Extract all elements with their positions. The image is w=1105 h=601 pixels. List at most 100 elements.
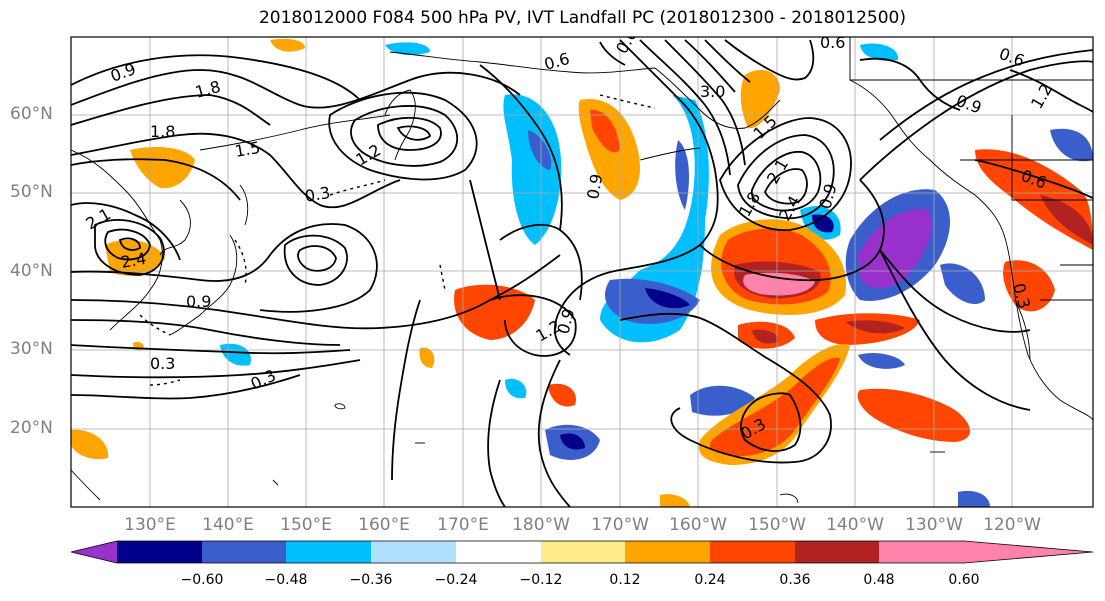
- colorbar-segment: [456, 541, 541, 563]
- anomaly-region: [858, 353, 905, 369]
- contour-label: 0.6: [542, 49, 572, 74]
- contour-line: [704, 39, 751, 83]
- contour-line: [71, 374, 301, 400]
- anomaly-region: [1050, 128, 1093, 162]
- colorbar-segment: [879, 541, 964, 563]
- longitude-label: 170°W: [591, 515, 649, 535]
- contour-line: [71, 254, 561, 330]
- anomaly-region: [690, 385, 755, 416]
- island-chain: [234, 239, 247, 286]
- coastline: [239, 184, 249, 226]
- anomaly-region: [740, 70, 780, 129]
- contour-label: 1.8: [150, 122, 175, 141]
- anomaly-region: [220, 343, 251, 366]
- anomaly-region: [675, 140, 690, 210]
- colorbar-tick-label: −0.48: [264, 572, 308, 588]
- contour-label: 0.3: [248, 366, 279, 394]
- contour-line: [763, 168, 808, 205]
- contour-line: [297, 245, 337, 272]
- contour-line: [391, 299, 421, 481]
- contour-line: [377, 116, 442, 151]
- coastline: [1004, 237, 1093, 421]
- coastline: [389, 51, 656, 74]
- anomaly-region: [1040, 195, 1093, 245]
- island-chain: [329, 179, 386, 196]
- contour-label: 0.9: [554, 307, 579, 337]
- contour-line: [71, 69, 521, 109]
- anomaly-region: [645, 288, 690, 309]
- colorbar-segment: [371, 541, 456, 563]
- contour-label: 1.8: [193, 77, 223, 102]
- anomaly-region: [548, 383, 576, 407]
- longitude-label: 130°W: [905, 515, 963, 535]
- contour-line: [71, 344, 351, 355]
- contour-label: 0.9: [583, 172, 606, 200]
- anomaly-region: [528, 130, 552, 170]
- contour-line: [71, 94, 271, 126]
- contour-line: [684, 39, 736, 93]
- colorbar-segment: [964, 541, 1093, 563]
- contour-line: [619, 39, 716, 171]
- contour-line: [71, 54, 361, 101]
- contour-label: 2.4: [119, 249, 147, 272]
- contour-line: [670, 407, 832, 464]
- contour-label: 1.2: [353, 140, 385, 169]
- colorbar-segment: [795, 541, 879, 563]
- contour-line: [328, 91, 478, 181]
- anomaly-region: [709, 357, 840, 457]
- map-title: 2018012000 F084 500 hPa PV, IVT Landfall…: [258, 8, 906, 28]
- coastline: [169, 234, 238, 336]
- contour-line: [396, 125, 432, 141]
- border-line: [1011, 115, 1093, 201]
- colorbar-segment: [541, 541, 625, 563]
- colorbar-tick-label: 0.36: [779, 572, 811, 588]
- island-chain: [149, 379, 181, 386]
- island: [779, 493, 799, 504]
- contour-label: 0.9: [954, 91, 984, 118]
- contour-label: 2.4: [775, 192, 804, 224]
- contour-line: [639, 39, 731, 176]
- coastline: [639, 147, 701, 161]
- contour-line: [974, 159, 1093, 199]
- contour-label: 0.6: [820, 33, 845, 52]
- contour-line: [71, 359, 361, 379]
- anomaly-region: [752, 329, 779, 344]
- contour-line: [724, 39, 815, 81]
- contour-line: [699, 179, 885, 282]
- colorbar-segment: [286, 541, 371, 563]
- contour-label: 2.1: [763, 155, 792, 187]
- anomaly-region: [560, 433, 585, 450]
- anomaly-region: [590, 109, 620, 153]
- latitude-label: 40°N: [10, 261, 53, 281]
- contour-line: [879, 49, 1093, 141]
- longitude-label: 150°W: [748, 515, 806, 535]
- colorbar-outline: [70, 540, 1094, 564]
- latitude-label: 60°N: [10, 104, 53, 124]
- contour-label: 0.6: [612, 25, 641, 57]
- anomaly-region: [958, 490, 990, 507]
- anomaly-region: [845, 320, 905, 334]
- contour-line: [750, 151, 822, 212]
- longitude-label: 180°W: [512, 515, 570, 535]
- contour-line: [859, 57, 961, 111]
- contour-label: 0.3: [303, 183, 331, 206]
- coastline: [199, 114, 391, 151]
- contour-line: [71, 319, 341, 346]
- colorbar: [70, 540, 1094, 564]
- anomaly-region: [857, 388, 970, 442]
- contour-line: [489, 294, 577, 357]
- contour-line: [1009, 69, 1093, 113]
- contour-line: [71, 132, 401, 209]
- colorbar-segment: [710, 541, 795, 563]
- contour-line: [879, 249, 1031, 333]
- contour-label: 0.3: [150, 354, 175, 373]
- contour-line: [94, 219, 165, 276]
- pv-contours: [71, 39, 1093, 507]
- contour-line: [71, 223, 378, 313]
- colorbar-tick-label: 0.24: [694, 572, 726, 588]
- anomaly-region: [505, 378, 527, 399]
- colorbar-tick-label: −0.24: [434, 572, 478, 588]
- contour-line: [664, 39, 746, 166]
- longitude-label: 120°W: [983, 515, 1041, 535]
- contour-line: [553, 169, 719, 356]
